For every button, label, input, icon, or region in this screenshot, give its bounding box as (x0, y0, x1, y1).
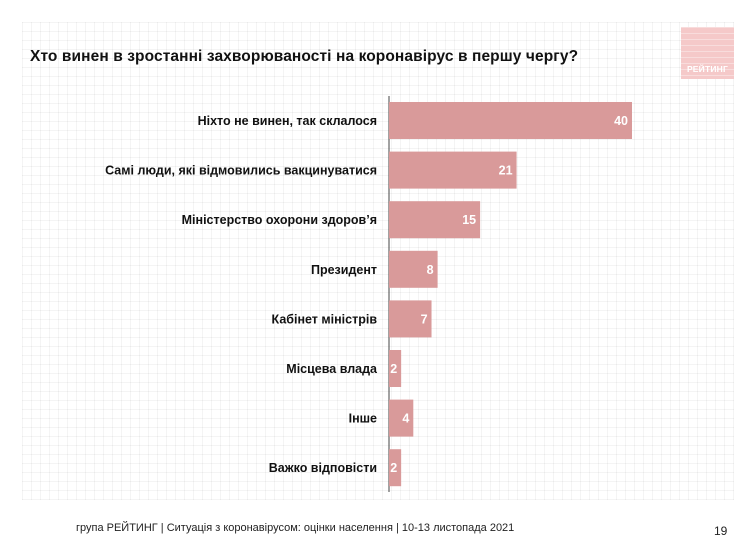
data-label: 40 (614, 114, 628, 128)
bar (389, 300, 432, 338)
data-label: 15 (462, 213, 476, 227)
bar (389, 151, 517, 189)
rating-logo: РЕЙТИНГ (681, 27, 734, 79)
category-label: Міністерство охорони здоров’я (182, 213, 377, 227)
category-label: Інше (349, 412, 377, 426)
category-label: Президент (311, 263, 377, 277)
footer-text: група РЕЙТИНГ | Ситуація з коронавірусом… (76, 522, 515, 534)
grid-background (22, 22, 734, 500)
data-label: 7 (421, 312, 428, 326)
data-label: 8 (427, 263, 434, 277)
page-number: 19 (714, 524, 728, 538)
data-label: 2 (390, 362, 397, 376)
category-label: Ніхто не винен, так склалося (198, 114, 377, 128)
bar (389, 350, 402, 387)
chart-title: Хто винен в зростанні захворюваності на … (30, 48, 579, 65)
bar (389, 201, 481, 239)
category-label: Самі люди, які відмовились вакцинуватися (105, 164, 377, 178)
category-label: Кабінет міністрів (272, 312, 378, 326)
bar (389, 102, 632, 139)
bar (389, 250, 438, 288)
data-label: 4 (402, 412, 409, 426)
logo-pattern (681, 27, 734, 79)
data-label: 21 (499, 164, 513, 178)
data-label: 2 (390, 461, 397, 475)
category-label: Важко відповісти (269, 461, 377, 475)
bar (389, 449, 402, 487)
category-label: Місцева влада (286, 362, 378, 376)
bar (389, 399, 414, 437)
logo-text: РЕЙТИНГ (686, 64, 729, 74)
